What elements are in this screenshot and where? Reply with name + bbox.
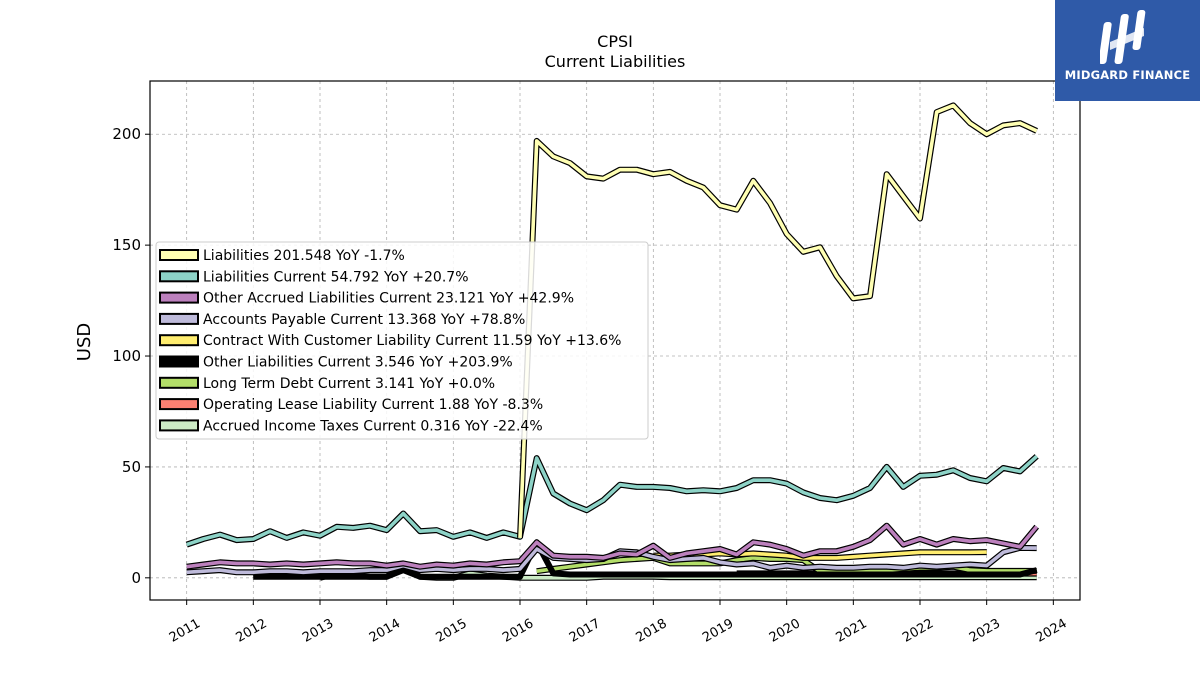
x-tick-label: 2018 <box>634 616 670 646</box>
series-liabilities-current <box>185 454 1039 548</box>
legend-swatch <box>159 249 199 261</box>
legend-swatch <box>159 355 199 368</box>
y-tick-label: 200 <box>112 125 141 143</box>
legend-entry: Liabilities 201.548 YoY -1.7% <box>203 248 405 264</box>
plot-frame <box>149 80 1081 601</box>
legend-box <box>155 241 649 440</box>
x-tick-label: 2013 <box>300 616 336 646</box>
series-contract-with-customer-liability-current <box>653 549 987 561</box>
x-tick-label: 2024 <box>1034 616 1070 646</box>
brand-name: MIDGARD FINANCE <box>1064 68 1191 82</box>
x-tick-label: 2015 <box>434 616 470 646</box>
legend-entry: Contract With Customer Liability Current… <box>203 333 621 349</box>
legend-swatch <box>159 270 199 283</box>
legend-swatch <box>159 419 199 432</box>
legend-swatch <box>159 312 199 325</box>
chart-title: CPSI <box>597 32 633 51</box>
series-liabilities <box>517 102 1038 539</box>
legend-swatch <box>159 291 199 304</box>
series-line <box>653 550 987 560</box>
y-tick-label: 100 <box>112 347 141 365</box>
y-axis-label: USD <box>74 323 95 361</box>
series-other-liabilities-current <box>253 539 1038 580</box>
legend-entry: Liabilities Current 54.792 YoY +20.7% <box>203 269 469 285</box>
y-tick-label: 0 <box>131 569 141 587</box>
series-line <box>518 103 1038 538</box>
chart-subtitle: Current Liabilities <box>545 52 686 71</box>
legend-swatch <box>159 376 199 389</box>
y-tick-label: 150 <box>112 236 141 254</box>
x-tick-label: 2017 <box>567 616 603 646</box>
legend-entry: Operating Lease Liability Current 1.88 Y… <box>203 397 543 413</box>
x-tick-label: 2021 <box>834 616 870 646</box>
series-line <box>253 540 1038 579</box>
legend-swatch <box>159 398 199 411</box>
legend-entry: Other Accrued Liabilities Current 23.121… <box>203 291 574 307</box>
series-line <box>186 523 1039 569</box>
legend-entry: Accrued Income Taxes Current 0.316 YoY -… <box>203 418 543 434</box>
brand-mark-icon <box>1100 10 1146 64</box>
series-layer <box>185 102 1040 581</box>
x-tick-label: 2020 <box>767 616 803 646</box>
y-tick-label: 50 <box>122 458 141 476</box>
legend: Liabilities 201.548 YoY -1.7% Liabilities… <box>155 241 649 440</box>
series-other-accrued-liabilities-current <box>186 522 1040 570</box>
series-line <box>186 454 1038 547</box>
series-line-outline <box>185 454 1039 548</box>
legend-entry: Other Liabilities Current 3.546 YoY +203… <box>203 355 513 371</box>
brand-logo: MIDGARD FINANCE <box>1055 0 1200 101</box>
x-tick-label: 2011 <box>167 616 203 646</box>
x-tick-label: 2023 <box>967 616 1003 646</box>
x-tick-label: 2012 <box>234 616 270 646</box>
x-tick-label: 2022 <box>900 616 936 646</box>
legend-entry: Long Term Debt Current 3.141 YoY +0.0% <box>203 376 495 392</box>
legend-swatch <box>159 334 199 347</box>
legend-entry: Accounts Payable Current 13.368 YoY +78.… <box>203 312 525 328</box>
x-tick-label: 2019 <box>700 616 736 646</box>
x-tick-label: 2014 <box>367 616 403 646</box>
x-tick-label: 2016 <box>500 616 536 646</box>
